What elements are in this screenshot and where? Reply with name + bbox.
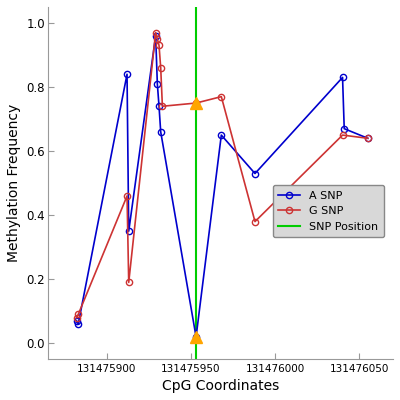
X-axis label: CpG Coordinates: CpG Coordinates <box>162 379 279 393</box>
Y-axis label: Methylation Frequency: Methylation Frequency <box>7 104 21 262</box>
Legend: A SNP, G SNP, SNP Position: A SNP, G SNP, SNP Position <box>273 185 384 238</box>
